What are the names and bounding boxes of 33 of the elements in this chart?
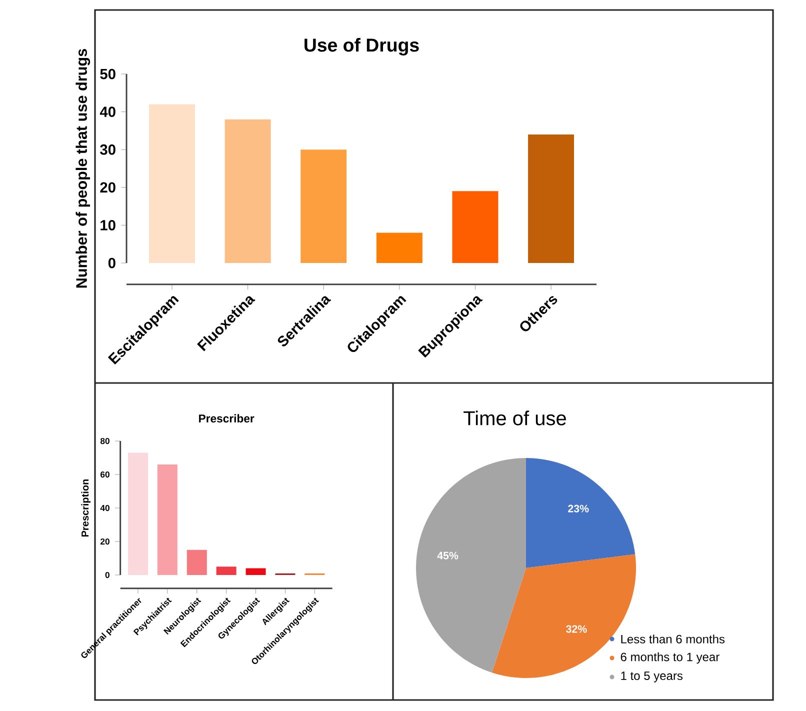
- bar: [149, 104, 195, 263]
- bar: [300, 150, 347, 263]
- bar: [157, 464, 178, 575]
- legend-label: Less than 6 months: [621, 634, 725, 644]
- chart-title: Time of use: [464, 410, 566, 426]
- legend-label: 1 to 5 years: [621, 672, 683, 682]
- y-tick-label: 80: [100, 438, 110, 444]
- bar: [376, 232, 422, 263]
- y-tick-label: 10: [100, 220, 116, 230]
- legend-label: 6 months to 1 year: [620, 652, 720, 664]
- data-label: 45%: [437, 552, 458, 560]
- bar: [224, 119, 271, 263]
- bar: [246, 568, 266, 575]
- chart-title: Use of Drugs: [304, 38, 419, 56]
- y-axis-title: Prescription: [81, 479, 91, 537]
- bar: [128, 452, 148, 575]
- chart-title: Prescriber: [199, 414, 254, 422]
- y-tick-label: 0: [108, 258, 116, 268]
- y-axis-title: Number of people that use drugs: [76, 49, 90, 288]
- data-label: 32%: [566, 625, 587, 633]
- bar: [216, 566, 236, 575]
- bar: [528, 134, 574, 263]
- bar: [452, 191, 498, 263]
- y-tick-label: 60: [100, 471, 110, 478]
- y-tick-label: 0: [105, 572, 110, 578]
- y-tick-label: 50: [100, 68, 116, 80]
- y-tick-label: 20: [100, 182, 116, 193]
- bar: [186, 550, 207, 575]
- y-tick-label: 40: [100, 504, 110, 512]
- y-tick-label: 40: [100, 106, 116, 117]
- y-tick-label: 30: [100, 144, 116, 155]
- y-tick-label: 20: [100, 538, 110, 545]
- data-label: 23%: [568, 504, 589, 512]
